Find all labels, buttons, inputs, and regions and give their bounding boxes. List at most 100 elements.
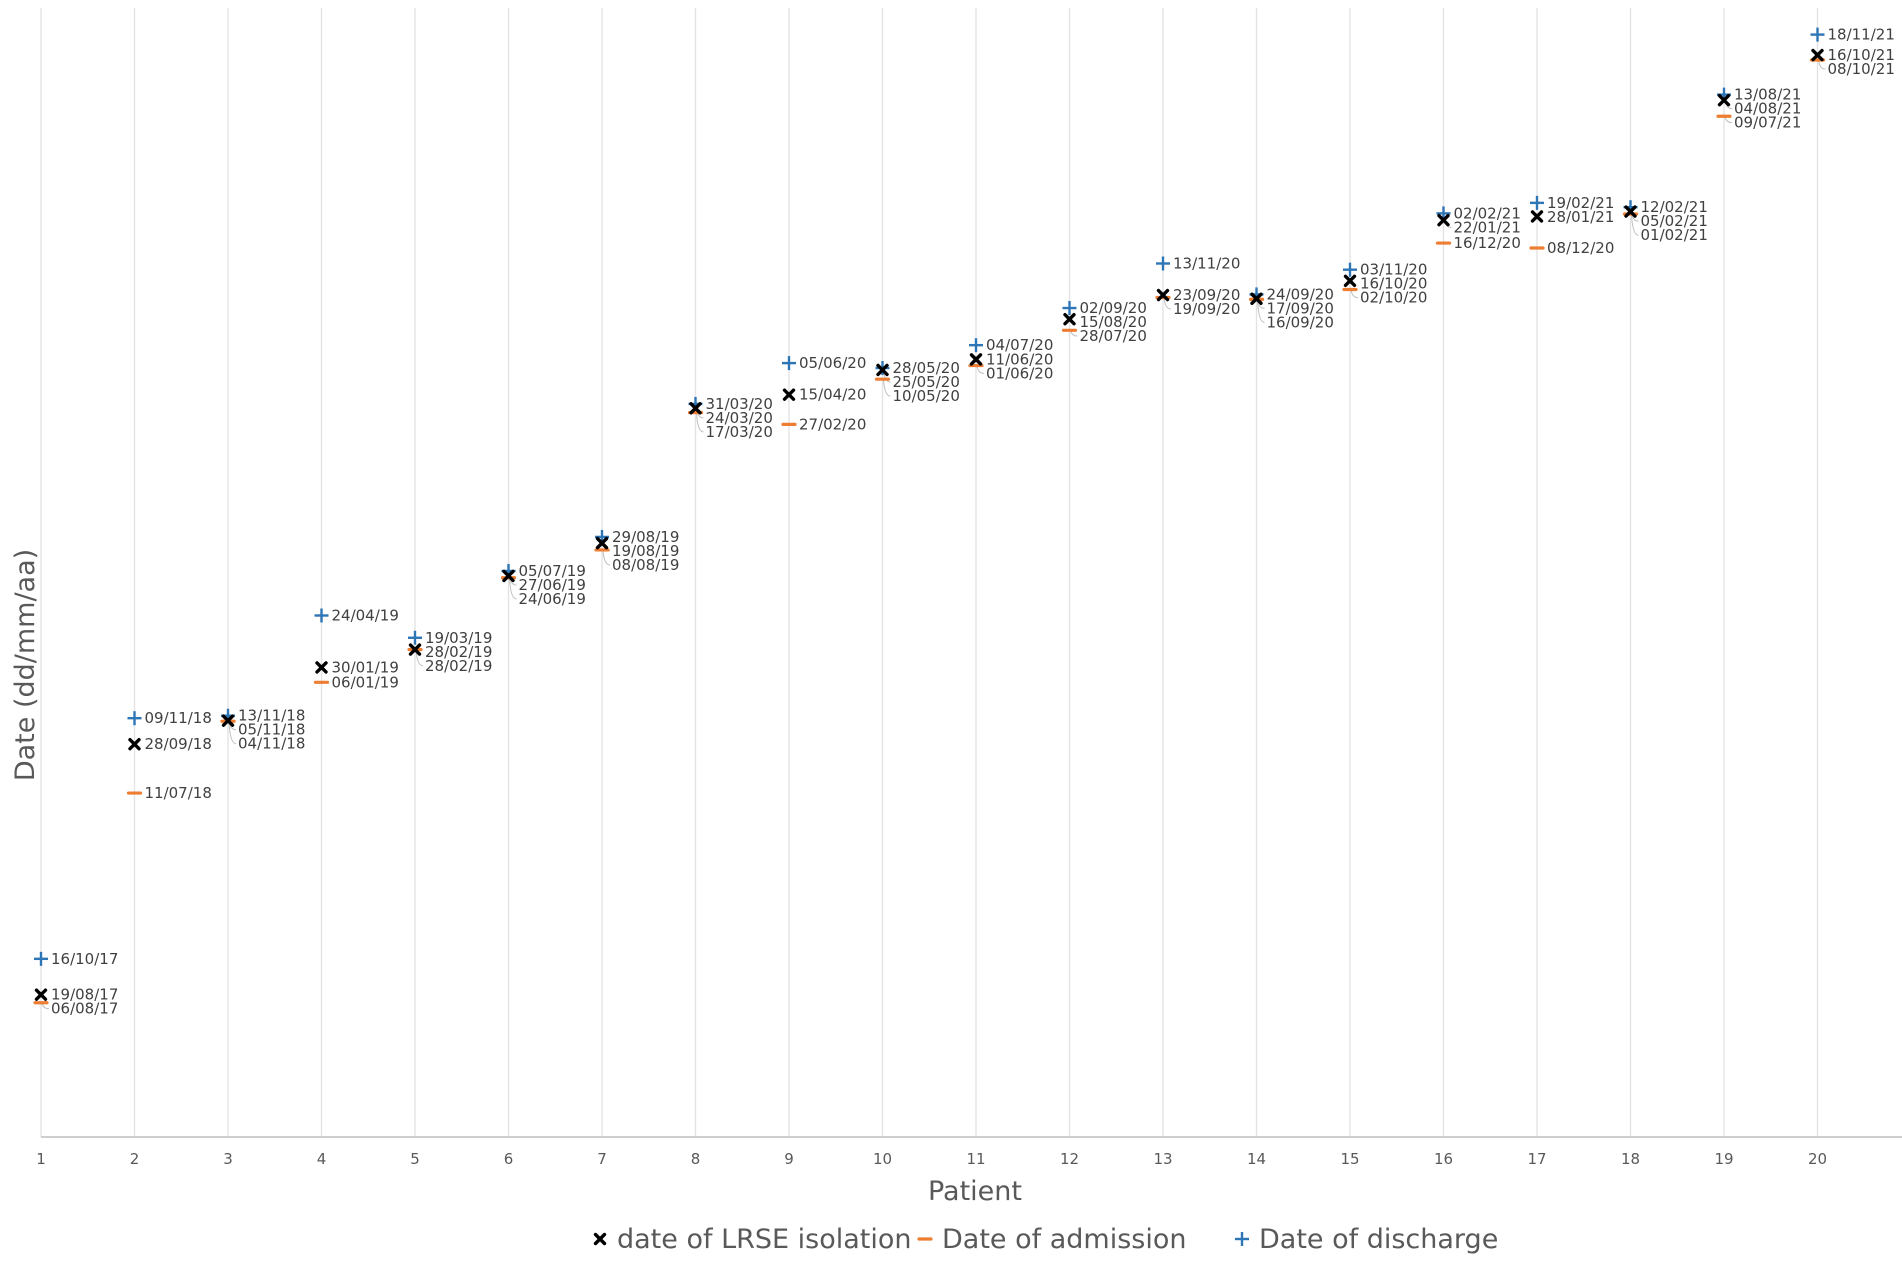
x-tick-label: 16 <box>1434 1150 1453 1168</box>
data-label: 31/03/20 <box>706 395 773 413</box>
data-label: 13/11/20 <box>1173 254 1240 272</box>
data-label: 25/05/20 <box>893 373 960 391</box>
data-label: 02/09/20 <box>1080 299 1147 317</box>
x-tick-label: 9 <box>784 1150 794 1168</box>
x-tick-label: 1 <box>36 1150 46 1168</box>
label-leader <box>602 549 611 566</box>
data-label: 01/02/21 <box>1641 226 1708 244</box>
data-label: 24/06/19 <box>519 590 586 608</box>
data-point <box>1343 274 1357 288</box>
label-leader-lines <box>41 59 1826 1010</box>
data-point <box>34 988 48 1001</box>
legend-label: Date of discharge <box>1259 1224 1498 1255</box>
data-label: 04/11/18 <box>238 735 305 753</box>
data-point <box>127 711 142 726</box>
data-label: 05/06/20 <box>799 354 866 372</box>
data-label: 02/02/21 <box>1454 204 1521 222</box>
data-label: 09/07/21 <box>1734 114 1801 132</box>
data-label: 03/11/20 <box>1360 261 1427 279</box>
data-point <box>595 536 609 550</box>
x-tick-label: 2 <box>130 1150 140 1168</box>
data-label: 24/04/19 <box>332 606 399 624</box>
x-tick-label: 4 <box>317 1150 327 1168</box>
data-point <box>314 608 329 623</box>
data-label: 28/07/20 <box>1080 327 1147 345</box>
data-label: 08/08/19 <box>612 556 679 574</box>
data-label: 05/11/18 <box>238 721 305 739</box>
data-label: 02/10/20 <box>1360 289 1427 307</box>
data-label: 05/07/19 <box>519 562 586 580</box>
x-tick-label: 19 <box>1714 1150 1733 1168</box>
data-point <box>1343 262 1357 277</box>
data-label: 24/03/20 <box>706 409 773 427</box>
data-label: 28/02/19 <box>425 643 492 661</box>
data-label: 16/10/21 <box>1828 46 1895 64</box>
legend-item: Date of admission <box>917 1224 1186 1255</box>
legend-marker <box>1235 1232 1249 1246</box>
data-label: 27/06/19 <box>519 576 586 594</box>
data-point <box>502 569 515 583</box>
label-leader <box>1631 213 1639 236</box>
data-label: 13/11/18 <box>238 707 305 725</box>
data-label: 19/08/19 <box>612 542 679 560</box>
data-label: 11/06/20 <box>986 350 1053 368</box>
data-label: 28/09/18 <box>145 735 212 753</box>
x-tick-label: 13 <box>1153 1150 1172 1168</box>
data-label: 28/02/19 <box>425 657 492 675</box>
data-point <box>969 353 983 366</box>
data-label: 18/11/21 <box>1828 26 1895 44</box>
gridlines <box>40 8 1819 1137</box>
x-tick-label: 12 <box>1060 1150 1079 1168</box>
data-label: 16/10/17 <box>51 950 118 968</box>
data-point <box>1530 195 1544 210</box>
data-point <box>408 630 422 645</box>
data-label: 11/07/18 <box>145 784 212 802</box>
data-label: 16/10/20 <box>1360 275 1427 293</box>
x-tick-label: 5 <box>410 1150 420 1168</box>
data-label: 04/08/21 <box>1734 100 1801 118</box>
x-tick-label: 17 <box>1527 1150 1546 1168</box>
label-leader <box>1163 297 1172 310</box>
data-point <box>1156 288 1170 302</box>
data-label: 19/02/21 <box>1547 194 1614 212</box>
data-point <box>408 643 422 656</box>
x-tick-label: 14 <box>1247 1150 1266 1168</box>
data-point <box>1530 210 1544 223</box>
data-label: 19/03/19 <box>425 629 492 647</box>
label-leader <box>1257 299 1265 323</box>
data-point <box>1062 301 1077 316</box>
data-label: 22/01/21 <box>1454 218 1521 236</box>
data-label: 09/11/18 <box>145 709 212 727</box>
data-point <box>1717 93 1731 107</box>
x-tick-label: 18 <box>1621 1150 1640 1168</box>
data-label: 19/08/17 <box>51 986 118 1004</box>
data-point <box>221 714 235 727</box>
data-label: 04/07/20 <box>986 336 1053 354</box>
x-tick-label: 20 <box>1808 1150 1827 1168</box>
data-label: 17/03/20 <box>706 423 773 441</box>
data-point <box>1156 256 1170 271</box>
x-tick-label: 7 <box>597 1150 607 1168</box>
legend-label: Date of admission <box>942 1224 1186 1255</box>
data-label: 28/05/20 <box>893 359 960 377</box>
data-point <box>34 951 48 966</box>
x-tick-label: 6 <box>504 1150 514 1168</box>
x-tick-label: 3 <box>223 1150 233 1168</box>
data-label: 27/02/20 <box>799 415 866 433</box>
data-point <box>1811 48 1824 62</box>
data-label: 08/12/20 <box>1547 239 1614 257</box>
data-label: 15/08/20 <box>1080 313 1147 331</box>
x-tick-label: 8 <box>691 1150 701 1168</box>
data-label: 06/08/17 <box>51 1000 118 1018</box>
legend-item: Date of discharge <box>1235 1224 1498 1255</box>
data-point <box>969 338 983 353</box>
data-label: 29/08/19 <box>612 528 679 546</box>
legend-item: date of LRSE isolation <box>593 1224 912 1255</box>
data-markers <box>33 27 1826 1005</box>
data-point <box>1437 213 1450 227</box>
data-point <box>1624 205 1637 218</box>
data-label: 24/09/20 <box>1267 285 1334 303</box>
data-label: 16/09/20 <box>1267 313 1334 331</box>
data-label: 12/02/21 <box>1641 198 1708 216</box>
data-point <box>782 356 796 371</box>
